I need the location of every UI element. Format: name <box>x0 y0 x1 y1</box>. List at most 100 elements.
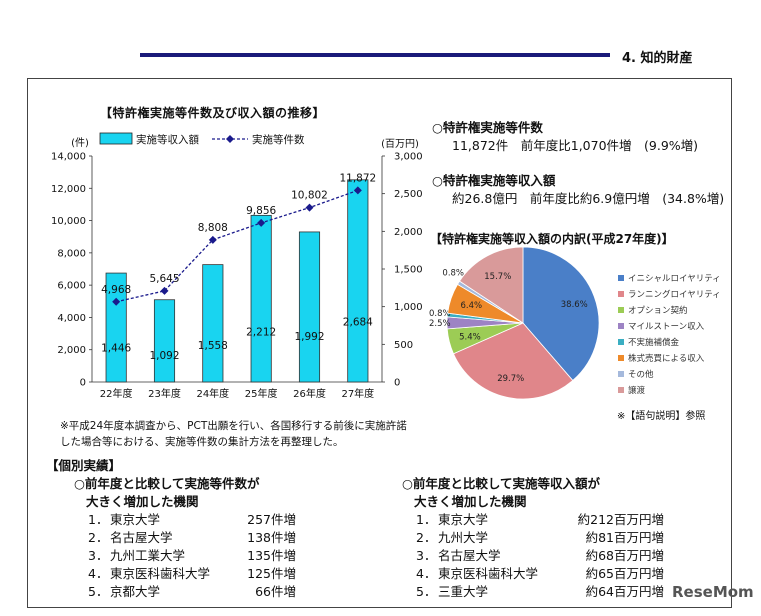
x-tick-label: 27年度 <box>341 387 374 398</box>
y-right-tick-label: 500 <box>394 340 413 351</box>
count-text: 11,872件 前年度比1,070件増 (9.9%増) <box>452 138 699 153</box>
pie-slice-label: 38.6% <box>561 300 588 310</box>
pie-legend-swatch <box>618 323 624 329</box>
header-rule <box>140 53 610 57</box>
pie-legend-swatch <box>618 291 624 297</box>
pie-slice <box>522 246 600 382</box>
y-left-tick-label: 6,000 <box>57 281 86 292</box>
count-marker <box>353 186 362 195</box>
x-tick-label: 24年度 <box>196 387 229 398</box>
combo-chart: (件) (百万円) 実施等収入額 実施等件数 0 2,000 4,000 6,000 8,000… <box>51 132 423 398</box>
income-bar-label: 2,684 <box>343 316 373 328</box>
pie-legend-label: 株式売買による収入 <box>628 354 705 364</box>
ranking-value: 257件増 <box>247 512 296 527</box>
pie-legend-swatch <box>618 307 624 313</box>
y-axis-right-label: (百万円) <box>381 138 419 150</box>
ranking-row: 3． 名古屋大学 約68百万円増 <box>414 545 664 563</box>
ranking-row: 2． 名古屋大学 138件増 <box>86 527 336 545</box>
pie-slice-label: 5.4% <box>459 332 481 342</box>
income-heading: ○特許権実施等収入額 <box>432 173 556 188</box>
pie-legend-label: その他 <box>628 370 654 380</box>
content-frame <box>27 78 732 608</box>
pie-legend-item: マイルストーン収入 <box>618 318 721 334</box>
ranking-number: 4． <box>416 566 437 581</box>
income-bar <box>347 179 369 383</box>
ranking-value: 138件増 <box>247 530 296 545</box>
watermark-logo: ReseMom <box>672 583 754 601</box>
y-right-tick-label: 2,000 <box>394 227 423 238</box>
y-right-tick-label: 1,500 <box>394 265 423 276</box>
pie-legend-swatch <box>618 387 624 393</box>
income-bar <box>298 231 321 383</box>
count-label: 11,872 <box>339 172 376 184</box>
ranking-value: 135件増 <box>247 548 296 563</box>
pie-legend-item: その他 <box>618 366 721 382</box>
legend-marker-count <box>226 135 234 143</box>
y-axis-left-label: (件) <box>71 137 89 149</box>
income-bar <box>202 264 224 383</box>
count-heading: ○特許権実施等件数 <box>432 120 543 135</box>
legend-swatch-income <box>99 132 133 145</box>
pie-slice-label: 0.8% <box>442 269 464 279</box>
income-bar-label: 1,092 <box>149 350 179 362</box>
y-left-tick-label: 14,000 <box>51 152 86 163</box>
y-right-tick-label: 1,000 <box>394 302 423 313</box>
pie-legend-item: 不実施補償金 <box>618 334 721 350</box>
legend-label-count: 実施等件数 <box>252 133 305 146</box>
pie-legend-item: オプション契約 <box>618 302 721 318</box>
method-note-line2: した場合等における、実施等件数の集計方法を再整理した。 <box>60 436 344 448</box>
x-tick-label: 25年度 <box>245 387 278 398</box>
pie-slice-label: 6.4% <box>460 301 482 311</box>
income-bar-label: 1,558 <box>198 340 228 352</box>
income-bar <box>153 299 176 383</box>
ranking-institution: 東京大学 <box>110 512 161 527</box>
count-line <box>116 189 359 303</box>
y-left-tick-label: 8,000 <box>57 248 86 259</box>
pie-legend-label: ランニングロイヤリティ <box>628 290 721 300</box>
pie-slice-label: 29.7% <box>497 374 524 384</box>
pie-legend-label: マイルストーン収入 <box>628 322 705 332</box>
pie-legend: イニシャルロイヤリティ ランニングロイヤリティ オプション契約 マイルストーン収入 不実… <box>618 270 721 398</box>
ranking-value: 125件増 <box>247 566 296 581</box>
pie-slice-label: 15.7% <box>484 272 511 282</box>
ranking-institution: 京都大学 <box>110 584 161 599</box>
income-bar-label: 1,992 <box>294 331 324 343</box>
y-right-tick-label: 0 <box>394 378 400 389</box>
ranking-institution: 名古屋大学 <box>438 548 501 563</box>
ranking-row: 1． 東京大学 約212百万円増 <box>414 509 664 527</box>
y-left-tick-label: 12,000 <box>51 184 86 195</box>
ranking-value: 約65百万円増 <box>585 566 664 581</box>
x-tick-label: 22年度 <box>100 387 133 398</box>
ranking-number: 4． <box>88 566 109 581</box>
pie-legend-item: ランニングロイヤリティ <box>618 286 721 302</box>
ranking-number: 5． <box>88 584 109 599</box>
ranking-number: 2． <box>88 530 109 545</box>
ranking-row: 2． 九州大学 約81百万円増 <box>414 527 664 545</box>
pie-slice-label: 0.8% <box>429 309 451 319</box>
count-label: 5,645 <box>149 273 179 285</box>
ranking-number: 1． <box>416 512 437 527</box>
ranking-institution: 東京医科歯科大学 <box>110 566 211 581</box>
individual-heading: 【個別実績】 <box>46 458 122 473</box>
count-marker <box>160 286 169 295</box>
pie-legend-item: 株式売買による収入 <box>618 350 721 366</box>
pie-legend-label: オプション契約 <box>628 306 688 316</box>
ranking-row: 5． 京都大学 66件増 <box>86 581 336 599</box>
pie-slice <box>452 322 574 400</box>
pie-legend-swatch <box>618 339 624 345</box>
ranking-value: 約64百万円増 <box>585 584 664 599</box>
count-label: 8,808 <box>198 222 228 234</box>
ranking-value: 約81百万円増 <box>585 530 664 545</box>
section-title: 4. 知的財産 <box>622 51 693 66</box>
pie-legend-swatch <box>618 371 624 377</box>
left-heading-2: 大きく増加した機関 <box>86 494 199 509</box>
y-right-tick-label: 3,000 <box>394 152 423 163</box>
y-left-tick-label: 4,000 <box>57 313 86 324</box>
ranking-value: 約212百万円増 <box>577 512 664 527</box>
ranking-number: 3． <box>88 548 109 563</box>
ranking-institution: 九州工業大学 <box>110 548 186 563</box>
count-label: 10,802 <box>291 190 328 202</box>
ranking-number: 3． <box>416 548 437 563</box>
count-marker <box>112 297 121 306</box>
count-label: 4,968 <box>101 284 131 296</box>
